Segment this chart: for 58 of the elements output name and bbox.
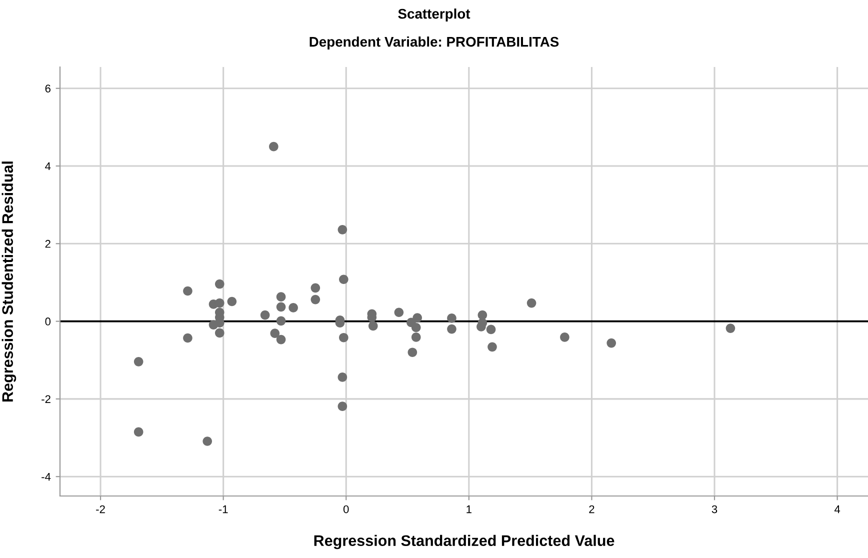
point xyxy=(560,332,570,342)
point xyxy=(476,322,486,332)
point xyxy=(270,328,280,338)
point xyxy=(526,298,536,308)
x-tick-label: 0 xyxy=(343,505,349,514)
point xyxy=(214,328,224,338)
y-axis-title: Regression Studentized Residual xyxy=(2,162,16,402)
point xyxy=(478,310,488,320)
point xyxy=(260,310,270,320)
y-tick-label: 0 xyxy=(45,318,51,326)
point xyxy=(486,324,496,334)
point xyxy=(269,142,278,152)
point xyxy=(412,313,422,322)
x-tick-label: 3 xyxy=(712,505,718,514)
point xyxy=(411,332,421,342)
x-tick-label: 2 xyxy=(589,505,594,514)
point xyxy=(408,348,418,358)
point xyxy=(394,308,404,318)
point xyxy=(726,324,736,333)
x-tick-label: 4 xyxy=(834,505,840,514)
point xyxy=(134,427,144,437)
point xyxy=(339,274,348,284)
point xyxy=(183,333,192,343)
x-tick-label: -2 xyxy=(96,505,105,514)
point xyxy=(338,372,348,382)
point xyxy=(488,342,497,352)
chart-title: Scatterplot xyxy=(398,8,470,22)
point xyxy=(368,321,378,331)
point xyxy=(338,402,348,411)
point xyxy=(606,338,616,348)
x-tick-label: -1 xyxy=(218,505,228,514)
point xyxy=(411,322,421,332)
point xyxy=(214,279,224,289)
chart-subtitle: Dependent Variable: PROFITABILITAS xyxy=(310,36,559,50)
point xyxy=(276,302,286,312)
point xyxy=(338,225,348,234)
point xyxy=(339,332,348,342)
x-axis-title: Regression Standardized Predicted Value xyxy=(314,534,614,550)
point xyxy=(276,292,286,302)
point xyxy=(276,316,286,326)
y-tick-label: -2 xyxy=(42,395,50,403)
point xyxy=(276,334,286,344)
y-tick-label: 2 xyxy=(45,240,50,248)
point xyxy=(134,357,144,366)
x-tick-label: 1 xyxy=(466,505,472,514)
point xyxy=(202,436,212,446)
point xyxy=(447,324,456,334)
point xyxy=(447,314,456,323)
y-tick-label: 6 xyxy=(45,84,50,92)
point xyxy=(288,303,298,312)
point xyxy=(183,286,192,296)
point xyxy=(227,296,237,306)
y-tick-label: 4 xyxy=(45,162,51,170)
point xyxy=(208,320,218,330)
point xyxy=(310,294,320,304)
y-tick-label: -4 xyxy=(42,472,51,481)
point xyxy=(214,298,224,308)
point xyxy=(310,283,320,293)
